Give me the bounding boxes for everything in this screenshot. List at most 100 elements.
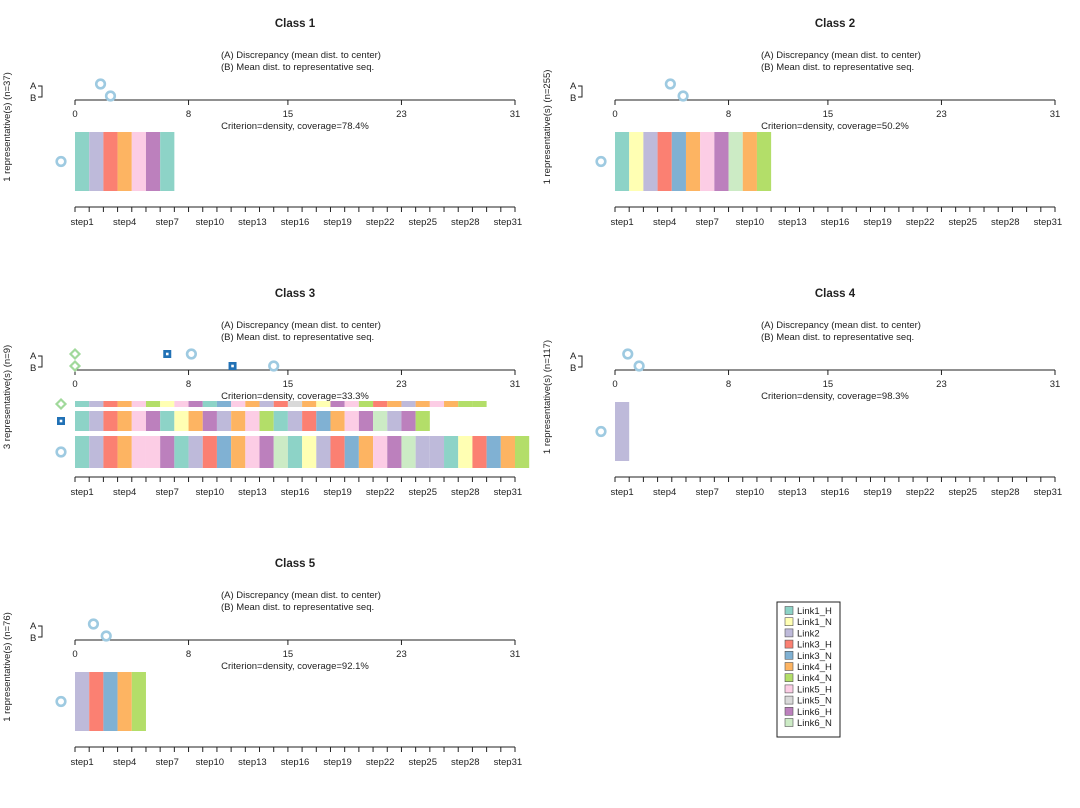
sequence-cell-link3_n [216,401,232,407]
sequence-cell-link4_h [330,411,345,431]
legend-swatch-link4_h [784,662,794,671]
step-axis-tick-label: step28 [451,487,480,498]
sequence-cell-link4_h [231,436,246,468]
label-a: A [30,351,37,362]
top-axis-tick-label: 8 [726,379,731,390]
legend-item-label: Link6_N [797,718,832,729]
sequence-cell-link5_h [174,401,189,407]
sequence-cell-link6_h [330,401,345,407]
sequence-cell-link3_h [330,436,345,468]
criterion-label: Criterion=density, coverage=50.2% [761,121,909,132]
panel-title: Class 2 [815,18,855,30]
sequence-cell-link4_n [131,672,146,731]
sequence-cell-link5_h [373,436,388,468]
sequence-cell-link5_h [245,411,260,431]
legend-swatch-link3_n [784,650,794,660]
top-axis-tick-label: 15 [283,109,294,120]
step-axis-tick-label: step13 [778,217,807,228]
panel-title: Class 4 [815,288,856,300]
sequence-cell-link6_n [273,436,288,468]
step-axis-tick-label: step16 [281,217,310,228]
sequence-cell-link4_h [302,401,317,407]
sequence-cell-link2 [401,401,416,407]
sequence-cell-link6_h [188,401,203,407]
sequence-cell-link6_h [145,132,161,191]
top-axis-tick-label: 8 [726,109,731,120]
legend-item-label: Link3_H [797,640,832,651]
sequence-cell-link4_n [756,132,772,191]
legend-item-label: Link4_H [797,662,832,673]
step-axis-tick-label: step25 [408,487,437,498]
sequence-cell-link3_h [89,672,104,731]
sequence-cell-link2 [89,436,104,468]
distance-marker-b-circle [633,360,645,372]
step-axis-tick-label: step16 [821,487,850,498]
sequence-cell-link4_h [117,401,132,407]
legend-item-label: Link5_N [797,696,832,707]
sequence-cell-link2 [75,672,90,731]
sequence-cell-link2 [643,132,658,191]
subtitle-b: (B) Mean dist. to representative seq. [221,332,374,343]
representative-marker-circle [55,155,67,168]
sequence-cell-link4_h [387,401,402,407]
sequence-cell-link3_h [103,401,118,407]
top-axis-tick-label: 15 [283,649,294,660]
sequence-cell-link4_n [358,401,374,407]
sequence-cell-link2 [259,401,274,407]
representative-marker-diamond [54,397,68,411]
legend-swatch-link6_n [784,718,794,727]
step-axis-tick-label: step10 [196,217,225,228]
sequence-cell-link5_h [131,132,146,191]
sequence-cell-link3_h [103,436,118,468]
legend: Link1_HLink1_NLink2Link3_HLink3_NLink4_H… [776,601,841,738]
ab-bracket [38,355,43,368]
legend-swatch-link6_h [784,706,794,716]
panel-title: Class 3 [275,288,315,300]
step-axis-tick-label: step16 [821,217,850,228]
sequence-cell-link4_h [358,436,374,468]
sequence-cell-link2 [387,411,402,431]
sequence-cell-link5_h [429,401,445,407]
top-axis-tick-label: 8 [186,649,191,660]
legend-swatch-link2 [784,628,794,638]
sequence-cell-link1_n [458,436,473,468]
sequence-cell-link6_h [160,436,175,468]
subtitle-a: (A) Discrepancy (mean dist. to center) [221,320,381,331]
top-axis-tick-label: 31 [510,649,521,660]
label-a: A [30,81,37,92]
y-axis-label: 1 representative(s) (n=255) [542,70,553,185]
sequence-cell-link3_n [103,672,118,731]
sequence-cell-link6_h [714,132,729,191]
step-axis-tick-label: step19 [863,487,892,498]
sequence-cell-link6_h [358,411,374,431]
label-b: B [570,93,576,104]
top-axis-tick-label: 0 [72,109,77,120]
sequence-cell-link6_h [259,436,274,468]
sequence-cell-link5_h [700,132,715,191]
distance-marker-b-circle [100,630,112,642]
step-axis-tick-label: step19 [323,487,352,498]
distance-marker-b-diamond [68,359,82,373]
step-axis-tick-label: step1 [70,217,93,228]
sequence-cell-link3_h [302,411,317,431]
subtitle-a: (A) Discrepancy (mean dist. to center) [221,50,381,61]
step-axis-tick-label: step28 [451,757,480,768]
sequence-cell-link4_h [500,436,515,468]
label-a: A [570,81,577,92]
step-axis-tick-label: step25 [948,487,977,498]
sequence-cell-link4_n [515,436,530,468]
discrepancy-marker-a-circle [664,78,676,90]
step-axis-tick-label: step10 [196,757,225,768]
sequence-cell-link4_n [472,401,487,407]
sequence-cell-link1_h [75,401,90,407]
sequence-cell-link3_h [103,132,118,191]
sequence-cell-link5_h [131,436,146,468]
sequence-cell-link1_h [202,401,217,407]
step-axis-tick-label: step4 [113,217,136,228]
label-b: B [570,363,576,374]
label-b: B [30,363,36,374]
sequence-cell-link3_h [373,401,388,407]
criterion-label: Criterion=density, coverage=78.4% [221,121,369,132]
sequence-cell-link4_n [259,411,274,431]
sequence-cell-link2 [89,401,104,407]
